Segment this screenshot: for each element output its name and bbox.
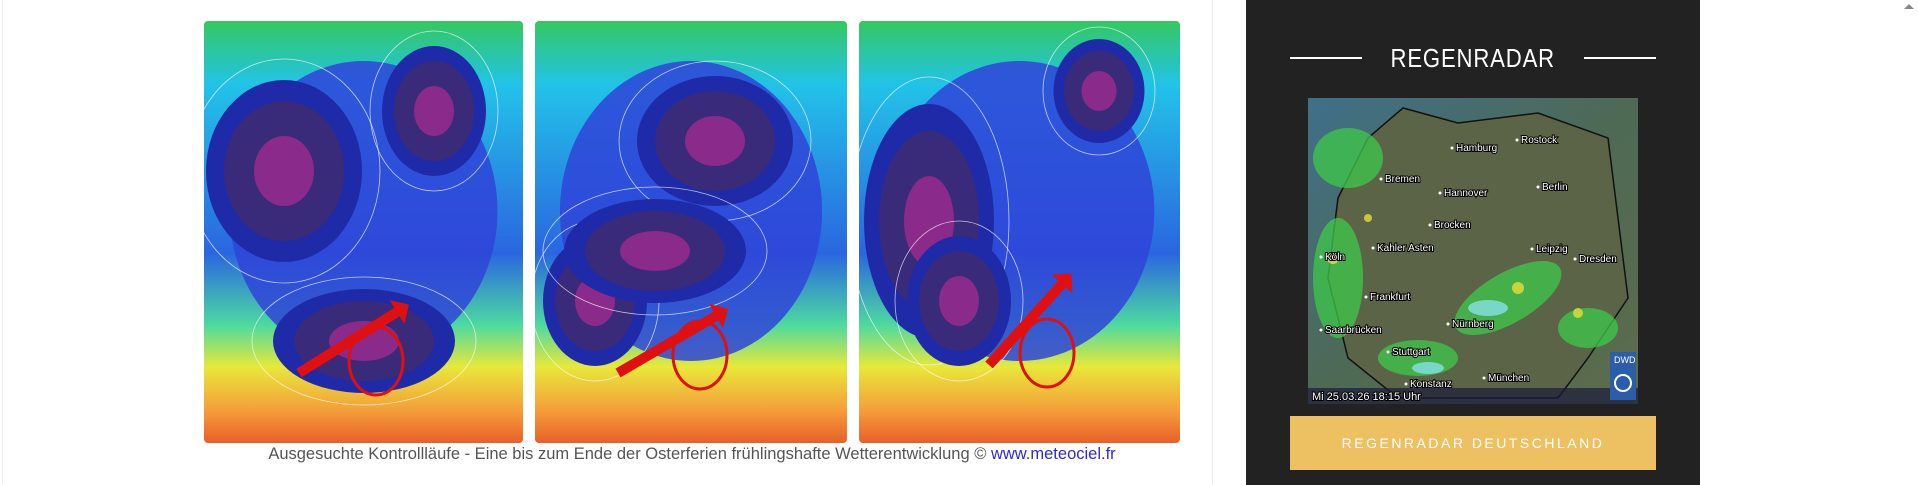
arrow-head [389,300,409,324]
isobar [251,276,477,406]
city-dot [1371,246,1375,250]
weather-map[interactable] [204,21,523,443]
city-label: Berlin [1542,182,1568,193]
isobar [542,186,768,316]
city-label: Hannover [1444,188,1488,199]
isobar [369,30,499,192]
city-label: Kahler Asten [1377,243,1434,254]
city-label: Bremen [1385,174,1420,185]
highlight-ring [1018,317,1076,389]
heading-rule [1583,57,1657,59]
city-label: Konstanz [1410,379,1452,390]
arrow [296,307,400,378]
city-label: Frankfurt [1370,292,1410,303]
city-label: Leipzig [1536,244,1568,255]
isobar [859,76,1010,366]
city-label: München [1488,373,1529,384]
city-dot [1450,146,1454,150]
city-dot [1379,177,1383,181]
city-dot [1319,328,1323,332]
isobar [1042,26,1156,156]
weather-map[interactable] [859,21,1180,443]
city-label: Dresden [1579,254,1617,265]
border [2,0,3,485]
city-label: Stuttgart [1392,347,1430,358]
scroll-up-arrow[interactable] [1903,2,1915,10]
city-dot [1438,191,1442,195]
city-dot [1364,295,1368,299]
weather-map[interactable] [535,21,847,443]
radar-image[interactable]: Mi 25.03.26 18:15 Uhr DWD Hamburg Rostock… [1308,98,1638,404]
heading-rule [1290,57,1363,59]
city-dot [1446,322,1450,326]
low-center [329,321,399,361]
city-dot [1386,350,1390,354]
low-center [254,136,314,206]
sidebar-heading: REGENRADAR [1290,40,1657,76]
low-center [620,231,690,271]
caption-text: Ausgesuchte Kontrollläufe - Eine bis zum… [268,445,987,463]
low-center [685,116,745,166]
city-label: Nürnberg [1452,319,1494,330]
arrow [615,311,719,378]
arrow [985,280,1066,369]
city-dot [1573,257,1577,261]
radar-timestamp: Mi 25.03.26 18:15 Uhr [1312,391,1421,403]
image-caption: Ausgesuchte Kontrollläufe - Eine bis zum… [204,445,1180,464]
highlight-ring [347,325,405,397]
low-center [939,276,979,326]
city-label: Hamburg [1456,143,1497,154]
caption-link[interactable]: www.meteociel.fr [990,445,1116,463]
isobar [204,58,381,284]
highlight-ring [671,319,729,391]
city-dot [1319,255,1323,259]
heading-text: REGENRADAR [1390,42,1556,73]
isobar [894,220,1024,382]
arrow-head [708,303,729,329]
city-label: Saarbrücken [1325,325,1382,336]
city-dot [1515,138,1519,142]
radar-logo: DWD [1614,355,1636,365]
city-dot [1428,223,1432,227]
city-dot [1482,376,1486,380]
arrow-head [1051,273,1073,294]
city-dot [1404,382,1408,386]
city-label: Rostock [1521,135,1558,146]
city-label: Brocken [1434,220,1471,231]
city-dot [1536,185,1540,189]
cta-button[interactable]: REGENRADAR DEUTSCHLAND [1290,416,1656,470]
city-dot [1530,247,1534,251]
low-center [1081,71,1117,111]
border [1212,0,1213,485]
low-center [414,86,454,136]
city-label: Köln [1325,252,1345,263]
